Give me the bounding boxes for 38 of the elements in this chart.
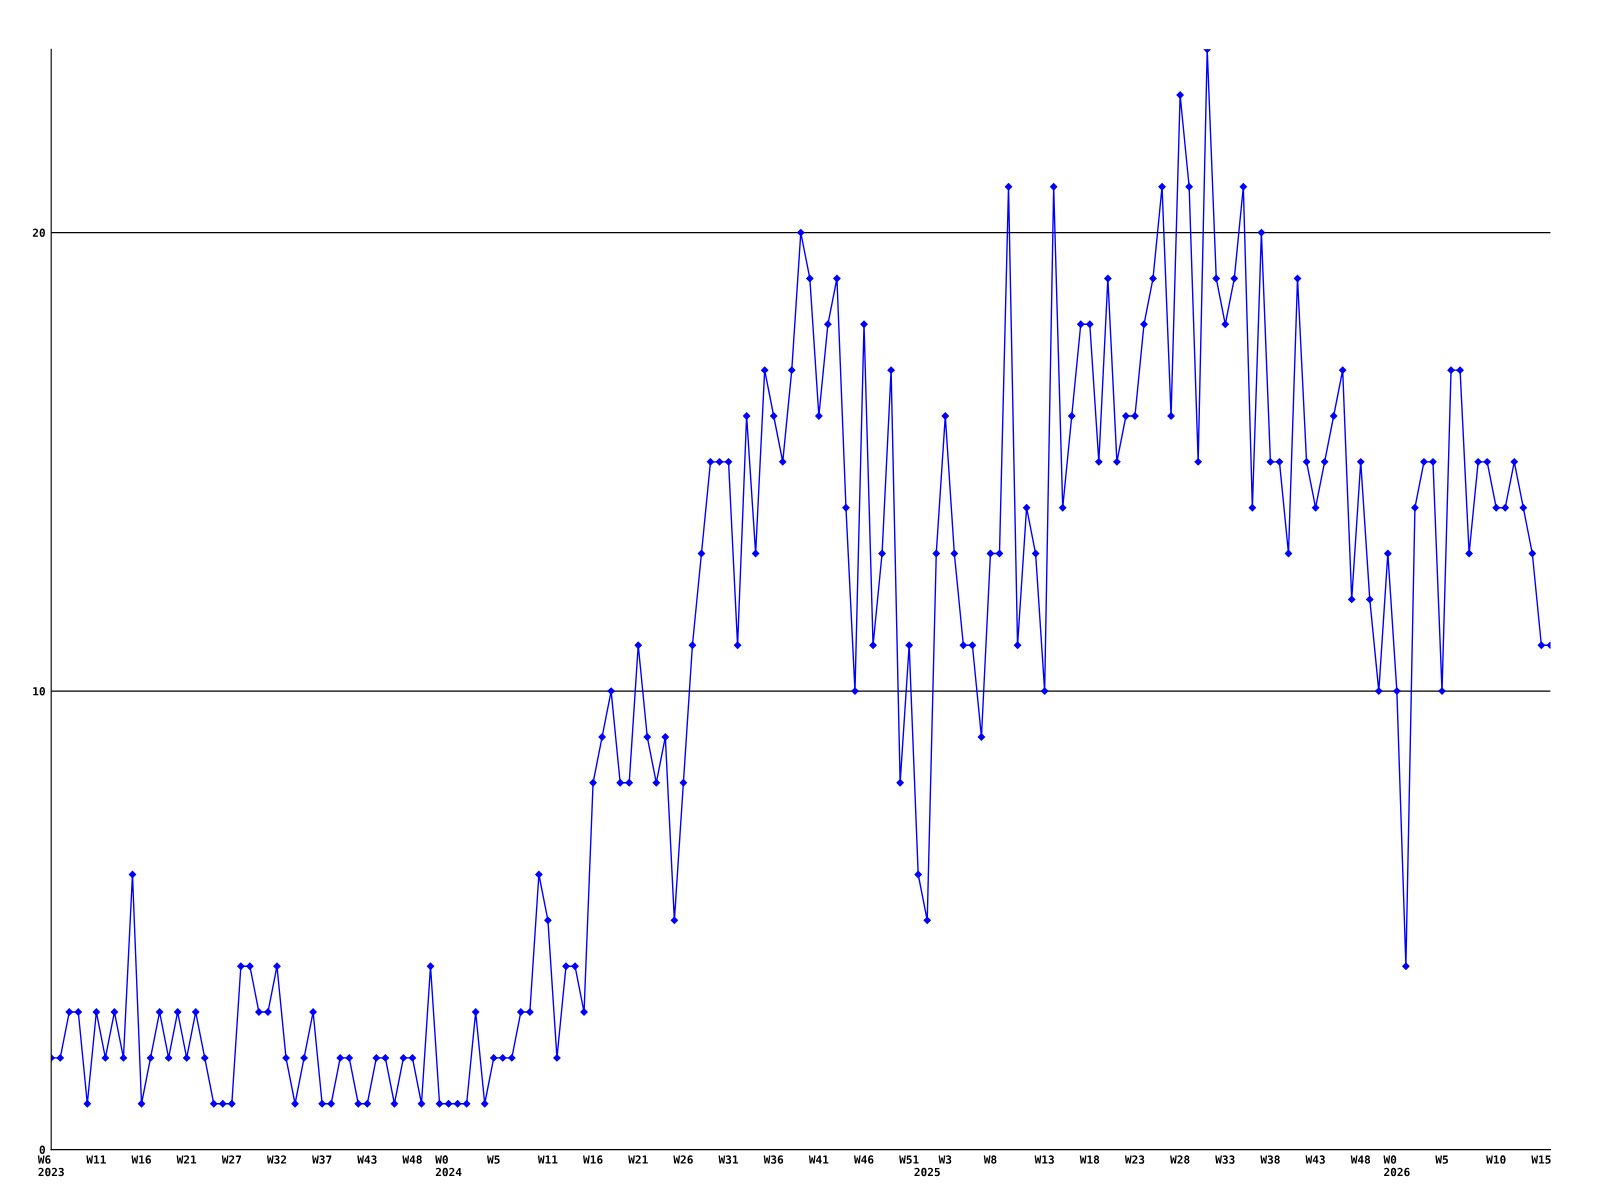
x-tick-label: W38 — [1260, 1155, 1280, 1164]
y-tick-label: 10 — [33, 687, 45, 696]
x-tick-label: 2025 — [914, 1167, 940, 1177]
x-tick-label: W46 — [853, 1155, 874, 1164]
y-tick-label: 20 — [32, 228, 45, 237]
x-tick-label: W11 — [537, 1155, 558, 1164]
x-tick-label: W16 — [131, 1155, 151, 1164]
x-tick-label: W0 2026 — [1383, 1155, 1410, 1177]
x-tick-label: W28 — [1170, 1155, 1190, 1164]
x-tick-label: W5 — [487, 1155, 500, 1164]
x-tick-label: W36 — [763, 1155, 784, 1164]
x-tick-label: W11 — [86, 1155, 106, 1164]
x-tick-label: W6 2023 — [37, 1155, 64, 1177]
y-tick-label: 0 — [39, 1145, 45, 1154]
x-tick-label: W5 — [1435, 1155, 1448, 1164]
x-tick-label: W3 — [938, 1155, 952, 1164]
x-tick-label: W21 — [176, 1155, 197, 1164]
x-tick-label: W26 — [673, 1155, 693, 1164]
x-tick-label: W0 2024 — [435, 1155, 462, 1177]
x-tick-label: W33 — [1215, 1155, 1235, 1164]
x-tick-label: W13 — [1034, 1155, 1054, 1164]
x-tick-label: W51 — [899, 1155, 919, 1164]
x-tick-label: W15 — [1531, 1155, 1551, 1164]
x-tick-label: W16 — [583, 1155, 603, 1164]
x-tick-label: W21 — [628, 1155, 648, 1164]
x-tick-label: W27 — [221, 1155, 242, 1164]
x-tick-label: W10 — [1486, 1155, 1506, 1164]
x-tick-label: W32 — [266, 1155, 287, 1164]
x-tick-label: W43 — [1305, 1155, 1325, 1164]
x-tick-label: W48 — [402, 1155, 422, 1164]
x-tick-label: W23 — [1124, 1155, 1145, 1164]
x-tick-label: W48 — [1350, 1155, 1371, 1164]
x-tick-label: W31 — [718, 1155, 739, 1164]
x-tick-label: W18 — [1079, 1155, 1100, 1164]
x-tick-label: W37 — [312, 1155, 332, 1164]
x-tick-label: W8 — [983, 1155, 997, 1164]
x-tick-label: W43 — [357, 1155, 377, 1164]
x-tick-label: W41 — [808, 1155, 829, 1164]
